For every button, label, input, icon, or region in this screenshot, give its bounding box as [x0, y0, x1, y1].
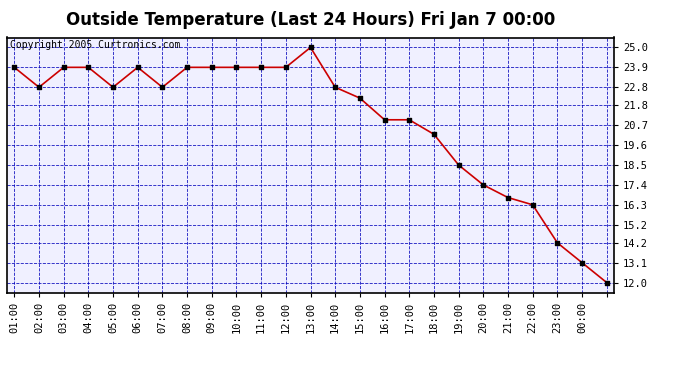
Point	[83, 64, 94, 70]
Point	[58, 64, 69, 70]
Point	[502, 195, 513, 201]
Point	[181, 64, 193, 70]
Point	[601, 279, 612, 285]
Point	[305, 45, 316, 51]
Point	[157, 84, 168, 90]
Point	[108, 84, 119, 90]
Point	[231, 64, 242, 70]
Text: Copyright 2005 Curtronics.com: Copyright 2005 Curtronics.com	[10, 40, 180, 50]
Point	[330, 84, 341, 90]
Point	[428, 131, 440, 137]
Point	[280, 64, 291, 70]
Point	[255, 64, 266, 70]
Point	[379, 117, 390, 123]
Point	[34, 84, 45, 90]
Text: Outside Temperature (Last 24 Hours) Fri Jan 7 00:00: Outside Temperature (Last 24 Hours) Fri …	[66, 11, 555, 29]
Point	[404, 117, 415, 123]
Point	[576, 260, 587, 266]
Point	[453, 162, 464, 168]
Point	[355, 95, 366, 101]
Point	[552, 240, 563, 246]
Point	[206, 64, 217, 70]
Point	[132, 64, 144, 70]
Point	[527, 202, 538, 208]
Point	[9, 64, 20, 70]
Point	[477, 182, 489, 188]
